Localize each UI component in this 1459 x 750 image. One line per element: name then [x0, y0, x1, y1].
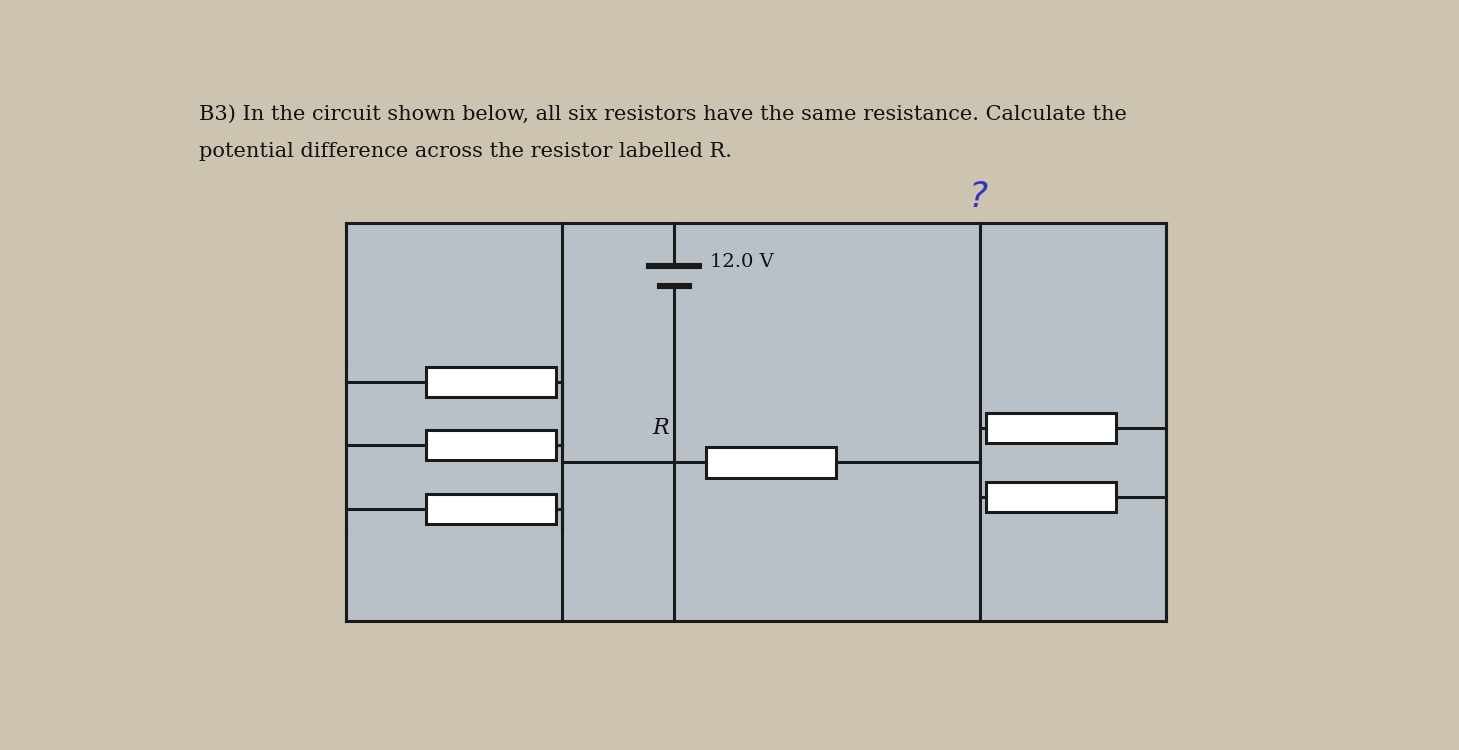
- Bar: [706, 448, 836, 478]
- Bar: [426, 430, 556, 460]
- Text: B3) In the circuit shown below, all six resistors have the same resistance. Calc: B3) In the circuit shown below, all six …: [200, 104, 1128, 124]
- Bar: [346, 223, 1166, 621]
- Text: 12.0 V: 12.0 V: [711, 253, 775, 271]
- Bar: [426, 367, 556, 397]
- Text: potential difference across the resistor labelled R.: potential difference across the resistor…: [200, 142, 732, 161]
- Bar: [986, 413, 1116, 442]
- Text: R: R: [652, 418, 670, 440]
- Bar: [986, 482, 1116, 512]
- Text: ?: ?: [969, 179, 988, 214]
- Bar: [426, 494, 556, 524]
